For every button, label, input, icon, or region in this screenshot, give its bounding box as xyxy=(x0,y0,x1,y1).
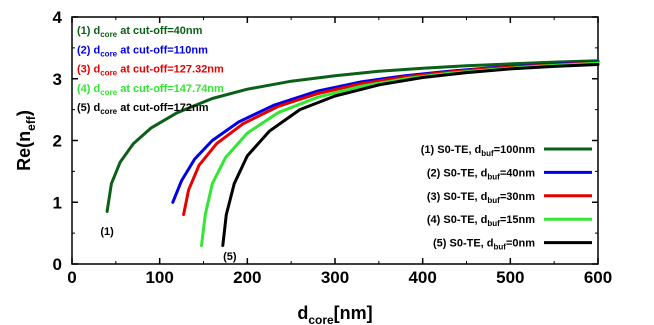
y-tick-label: 2 xyxy=(53,132,62,151)
y-tick-label: 0 xyxy=(53,255,62,274)
annotation-4: (4) dcore at cut-off=147.74nm xyxy=(77,83,224,97)
y-tick-label: 1 xyxy=(53,193,62,212)
x-tick-label: 600 xyxy=(584,268,612,287)
series-line-4 xyxy=(200,61,600,247)
x-tick-label: 100 xyxy=(145,268,173,287)
x-tick-label: 300 xyxy=(321,268,349,287)
plot-area: 0 100 200 300 400 500 600 0 1 2 3 4 dcore[nm] Re(neff… xyxy=(14,8,612,325)
legend-label-3: (3) S0-TE, dbuf=30nm xyxy=(427,191,535,205)
x-axis-label: dcore[nm] xyxy=(297,303,372,325)
legend-label-1: (1) S0-TE, dbuf=100nm xyxy=(421,144,535,158)
annotation-1: (1) dcore at cut-off=40nm xyxy=(77,25,203,39)
x-tick-label: 500 xyxy=(496,268,524,287)
y-axis-label: Re(neff) xyxy=(14,110,38,171)
curve-label-1: (1) xyxy=(100,226,114,238)
x-tick-label: 0 xyxy=(67,268,76,287)
annotation-3: (3) dcore at cut-off=127.32nm xyxy=(77,64,224,78)
annotation-5: (5) dcore at cut-off=172nm xyxy=(77,102,209,116)
legend-label-5: (5) S0-TE, dbuf=0nm xyxy=(433,238,535,252)
series-line-1 xyxy=(105,59,600,213)
annotation-2: (2) dcore at cut-off=110nm xyxy=(77,44,208,58)
y-tick-label: 4 xyxy=(53,8,63,27)
y-tick-label: 3 xyxy=(53,70,62,89)
series-line-3 xyxy=(182,61,600,217)
x-tick-label: 200 xyxy=(233,268,261,287)
x-tick-label: 400 xyxy=(408,268,436,287)
series-line-5 xyxy=(221,63,600,247)
legend-label-2: (2) S0-TE, dbuf=40nm xyxy=(427,167,535,181)
legend-label-4: (4) S0-TE, dbuf=15nm xyxy=(427,214,535,228)
curve-label-2: (5) xyxy=(223,251,237,263)
